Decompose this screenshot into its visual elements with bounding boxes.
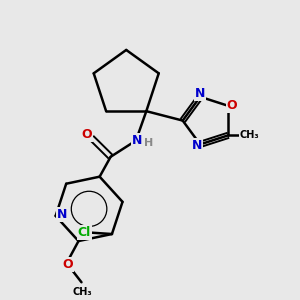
Text: N: N (195, 87, 205, 100)
Text: CH₃: CH₃ (239, 130, 259, 140)
Text: O: O (82, 128, 92, 141)
Text: CH₃: CH₃ (73, 287, 92, 297)
Text: H: H (144, 138, 153, 148)
Text: N: N (57, 208, 68, 221)
Text: N: N (132, 134, 142, 147)
Text: O: O (227, 99, 237, 112)
Text: N: N (191, 139, 202, 152)
Text: O: O (63, 258, 74, 271)
Text: Cl: Cl (78, 226, 91, 239)
